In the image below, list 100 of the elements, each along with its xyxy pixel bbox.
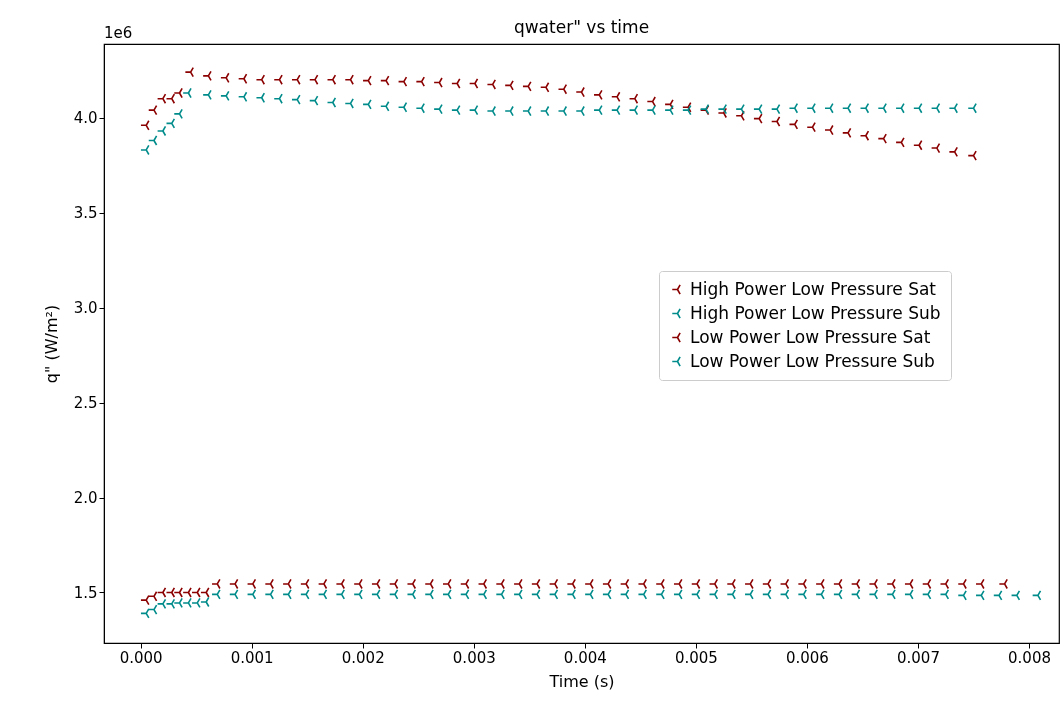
point [610, 91, 621, 103]
x-tick-label: 0.003 [452, 648, 496, 667]
point [998, 578, 1009, 590]
point [300, 578, 310, 590]
point [566, 589, 577, 600]
y-tick-label: 2.5 [73, 394, 98, 413]
point [797, 589, 808, 600]
point [147, 104, 158, 116]
point [726, 589, 736, 600]
point [211, 578, 221, 590]
point [664, 104, 674, 116]
point [246, 578, 257, 590]
point [948, 102, 959, 114]
point [424, 578, 434, 590]
point [841, 102, 852, 114]
point [495, 589, 505, 600]
point [717, 107, 728, 119]
point [646, 104, 656, 116]
point [442, 578, 452, 590]
point [744, 578, 754, 590]
point [397, 101, 408, 113]
point [264, 578, 274, 590]
point [140, 594, 150, 606]
point [788, 102, 799, 114]
point [353, 578, 363, 590]
point [877, 102, 887, 114]
point [619, 578, 630, 590]
point [326, 74, 337, 86]
point [557, 83, 568, 95]
point [850, 578, 861, 590]
point [264, 589, 274, 600]
y-tick-label: 1.5 [73, 583, 98, 602]
point [459, 578, 470, 590]
point [557, 105, 568, 117]
y-tick-label: 4.0 [73, 109, 98, 128]
point [531, 578, 541, 590]
point [173, 108, 183, 120]
point [575, 86, 585, 98]
point [770, 103, 781, 115]
point [156, 598, 167, 610]
point [753, 103, 763, 115]
legend-label: High Power Low Pressure Sub [690, 302, 941, 323]
point [655, 578, 665, 590]
x-tick-label: 0.005 [674, 648, 718, 667]
point [690, 578, 701, 590]
point [140, 144, 150, 156]
point [344, 74, 354, 86]
point [868, 578, 879, 590]
point [593, 104, 603, 116]
point [308, 74, 319, 86]
point [388, 578, 399, 590]
point [628, 104, 639, 116]
point [291, 74, 301, 86]
point [762, 578, 772, 590]
point [228, 578, 239, 590]
point [824, 124, 834, 136]
point [939, 578, 950, 590]
point [468, 104, 479, 116]
point [237, 91, 248, 103]
point [895, 102, 905, 114]
point [833, 578, 843, 590]
point [202, 89, 212, 101]
point [806, 102, 816, 114]
x-tick-label: 0.001 [230, 648, 274, 667]
point [255, 74, 266, 86]
point [593, 89, 603, 101]
point [200, 596, 210, 608]
point [371, 578, 381, 590]
point [220, 90, 230, 102]
point [191, 597, 201, 609]
point [566, 578, 577, 590]
chart-title: qwater" vs time [513, 17, 650, 37]
point [575, 105, 585, 117]
point [975, 578, 985, 590]
x-tick-label: 0.006 [785, 648, 829, 667]
point [797, 578, 808, 590]
y-tick-label: 3.5 [73, 204, 98, 223]
point [451, 104, 461, 116]
point [513, 578, 523, 590]
point [957, 578, 967, 590]
point [156, 125, 167, 137]
point [380, 100, 390, 112]
y-tick-label: 3.0 [73, 299, 98, 318]
point [886, 578, 896, 590]
point [495, 578, 505, 590]
point [415, 102, 426, 114]
point [930, 102, 941, 114]
legend-label: Low Power Low Pressure Sub [690, 350, 935, 371]
point [173, 597, 183, 609]
point [548, 578, 559, 590]
x-tick-label: 0.000 [119, 648, 163, 667]
point [859, 130, 870, 142]
point [165, 598, 176, 610]
point [930, 142, 941, 154]
legend-label: Low Power Low Pressure Sat [690, 326, 931, 347]
point [957, 589, 967, 601]
point [173, 87, 183, 99]
point [539, 105, 550, 117]
point [182, 87, 192, 99]
x-tick-label: 0.004 [563, 648, 607, 667]
